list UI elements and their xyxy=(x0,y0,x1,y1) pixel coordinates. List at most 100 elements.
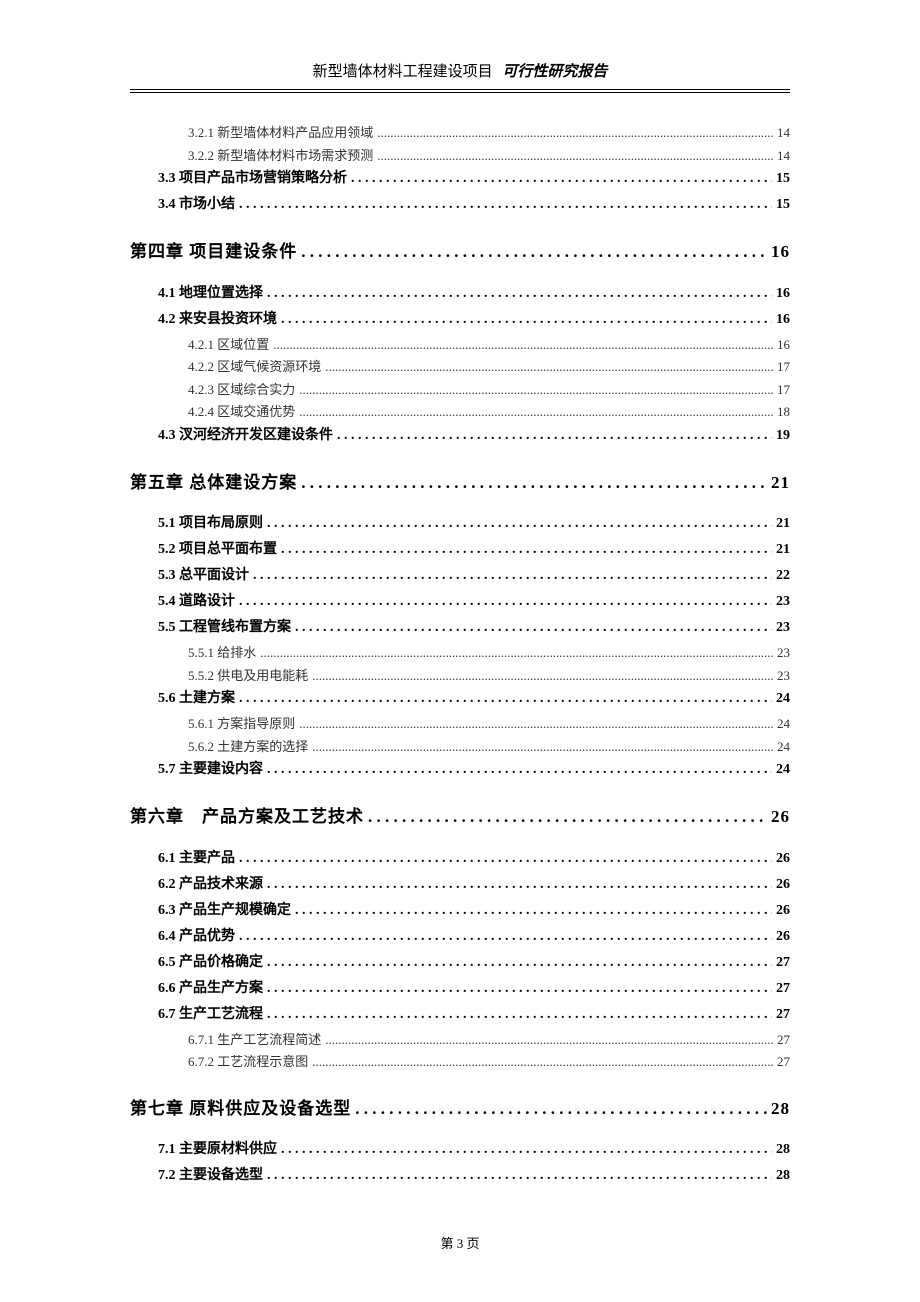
toc-leader-dots xyxy=(267,952,772,973)
toc-entry: 6.7.1 生产工艺流程简述27 xyxy=(130,1030,790,1050)
toc-leader-dots xyxy=(337,425,772,446)
toc-leader-dots xyxy=(301,239,767,265)
toc-page-number: 16 xyxy=(776,283,790,304)
toc-leader-dots xyxy=(377,123,773,143)
toc-leader-dots xyxy=(295,900,772,921)
toc-page-number: 27 xyxy=(776,978,790,999)
toc-page-number: 14 xyxy=(777,146,790,166)
toc-entry: 4.2.3 区域综合实力 17 xyxy=(130,380,790,400)
toc-leader-dots xyxy=(325,1030,773,1050)
toc-page-number: 27 xyxy=(776,1004,790,1025)
toc-leader-dots xyxy=(301,470,767,496)
toc-label: 5.6.1 方案指导原则 xyxy=(188,714,295,734)
toc-page-number: 24 xyxy=(776,759,790,780)
toc-entry: 5.7 主要建设内容24 xyxy=(130,759,790,780)
toc-label: 6.7.2 工艺流程示意图 xyxy=(188,1052,308,1072)
toc-entry: 6.6 产品生产方案 27 xyxy=(130,978,790,999)
toc-leader-dots xyxy=(351,168,772,189)
page-number: 第 3 页 xyxy=(440,1236,479,1251)
toc-leader-dots xyxy=(267,759,772,780)
toc-leader-dots xyxy=(267,978,772,999)
toc-page-number: 24 xyxy=(777,737,790,757)
toc-label: 6.4 产品优势 xyxy=(158,926,235,947)
toc-entry: 5.4 道路设计 23 xyxy=(130,591,790,612)
toc-entry: 7.2 主要设备选型28 xyxy=(130,1165,790,1186)
toc-entry: 4.2.2 区域气候资源环境17 xyxy=(130,357,790,377)
toc-leader-dots xyxy=(295,617,772,638)
toc-leader-dots xyxy=(281,539,772,560)
toc-page-number: 16 xyxy=(776,309,790,330)
toc-page-number: 26 xyxy=(776,848,790,869)
toc-page-number: 24 xyxy=(777,714,790,734)
toc-entry: 5.6.2 土建方案的选择24 xyxy=(130,737,790,757)
header-title-italic: 可行性研究报告 xyxy=(502,64,607,80)
toc-page-number: 26 xyxy=(776,874,790,895)
toc-page-number: 22 xyxy=(776,565,790,586)
toc-leader-dots xyxy=(312,1052,773,1072)
toc-page-number: 23 xyxy=(777,666,790,686)
toc-label: 6.6 产品生产方案 xyxy=(158,978,263,999)
toc-label: 5.6 土建方案 xyxy=(158,688,235,709)
toc-entry: 第六章 产品方案及工艺技术 26 xyxy=(130,804,790,830)
toc-entry: 6.1 主要产品 26 xyxy=(130,848,790,869)
toc-page-number: 14 xyxy=(777,123,790,143)
toc-entry: 6.2 产品技术来源 26 xyxy=(130,874,790,895)
toc-page-number: 23 xyxy=(776,617,790,638)
toc-leader-dots xyxy=(325,357,773,377)
document-page: 新型墙体材料工程建设项目 可行性研究报告 3.2.1 新型墙体材料产品应用领域1… xyxy=(0,0,920,1241)
toc-label: 6.1 主要产品 xyxy=(158,848,235,869)
toc-entry: 6.7 生产工艺流程 27 xyxy=(130,1004,790,1025)
toc-page-number: 17 xyxy=(777,380,790,400)
toc-page-number: 24 xyxy=(776,688,790,709)
toc-page-number: 26 xyxy=(776,900,790,921)
toc-label: 5.5 工程管线布置方案 xyxy=(158,617,291,638)
toc-entry: 5.1 项目布局原则21 xyxy=(130,513,790,534)
toc-entry: 5.3 总平面设计 22 xyxy=(130,565,790,586)
toc-page-number: 27 xyxy=(777,1030,790,1050)
header-divider xyxy=(130,89,790,93)
toc-leader-dots xyxy=(267,513,772,534)
toc-label: 6.3 产品生产规模确定 xyxy=(158,900,291,921)
toc-label: 第六章 产品方案及工艺技术 xyxy=(130,804,364,830)
toc-page-number: 16 xyxy=(777,335,790,355)
toc-label: 3.4 市场小结 xyxy=(158,194,235,215)
toc-page-number: 26 xyxy=(776,926,790,947)
toc-page-number: 26 xyxy=(771,804,790,830)
toc-entry: 3.3 项目产品市场营销策略分析15 xyxy=(130,168,790,189)
toc-page-number: 21 xyxy=(771,470,790,496)
toc-leader-dots xyxy=(281,1139,772,1160)
toc-label: 4.2.2 区域气候资源环境 xyxy=(188,357,321,377)
toc-page-number: 15 xyxy=(776,168,790,189)
page-header: 新型墙体材料工程建设项目 可行性研究报告 xyxy=(130,60,790,81)
toc-label: 4.2.1 区域位置 xyxy=(188,335,269,355)
toc-page-number: 23 xyxy=(776,591,790,612)
table-of-contents: 3.2.1 新型墙体材料产品应用领域143.2.2 新型墙体材料市场需求预测14… xyxy=(130,123,790,1186)
toc-entry: 3.2.2 新型墙体材料市场需求预测14 xyxy=(130,146,790,166)
toc-entry: 5.5 工程管线布置方案 23 xyxy=(130,617,790,638)
toc-entry: 第七章 原料供应及设备选型28 xyxy=(130,1096,790,1122)
toc-entry: 4.2.1 区域位置 16 xyxy=(130,335,790,355)
toc-label: 5.4 道路设计 xyxy=(158,591,235,612)
toc-leader-dots xyxy=(368,804,767,830)
toc-page-number: 21 xyxy=(776,539,790,560)
toc-leader-dots xyxy=(239,591,772,612)
toc-label: 6.2 产品技术来源 xyxy=(158,874,263,895)
toc-leader-dots xyxy=(239,688,772,709)
toc-label: 4.2 来安县投资环境 xyxy=(158,309,277,330)
toc-entry: 3.4 市场小结15 xyxy=(130,194,790,215)
toc-label: 7.1 主要原材料供应 xyxy=(158,1139,277,1160)
toc-label: 4.2.3 区域综合实力 xyxy=(188,380,295,400)
toc-page-number: 28 xyxy=(776,1139,790,1160)
toc-page-number: 28 xyxy=(776,1165,790,1186)
toc-label: 5.2 项目总平面布置 xyxy=(158,539,277,560)
toc-entry: 6.7.2 工艺流程示意图 27 xyxy=(130,1052,790,1072)
toc-label: 6.7 生产工艺流程 xyxy=(158,1004,263,1025)
toc-leader-dots xyxy=(239,194,772,215)
toc-page-number: 27 xyxy=(777,1052,790,1072)
toc-leader-dots xyxy=(281,309,772,330)
toc-leader-dots xyxy=(312,737,773,757)
toc-leader-dots xyxy=(267,1004,772,1025)
toc-entry: 7.1 主要原材料供应 28 xyxy=(130,1139,790,1160)
toc-label: 5.1 项目布局原则 xyxy=(158,513,263,534)
toc-label: 5.3 总平面设计 xyxy=(158,565,249,586)
